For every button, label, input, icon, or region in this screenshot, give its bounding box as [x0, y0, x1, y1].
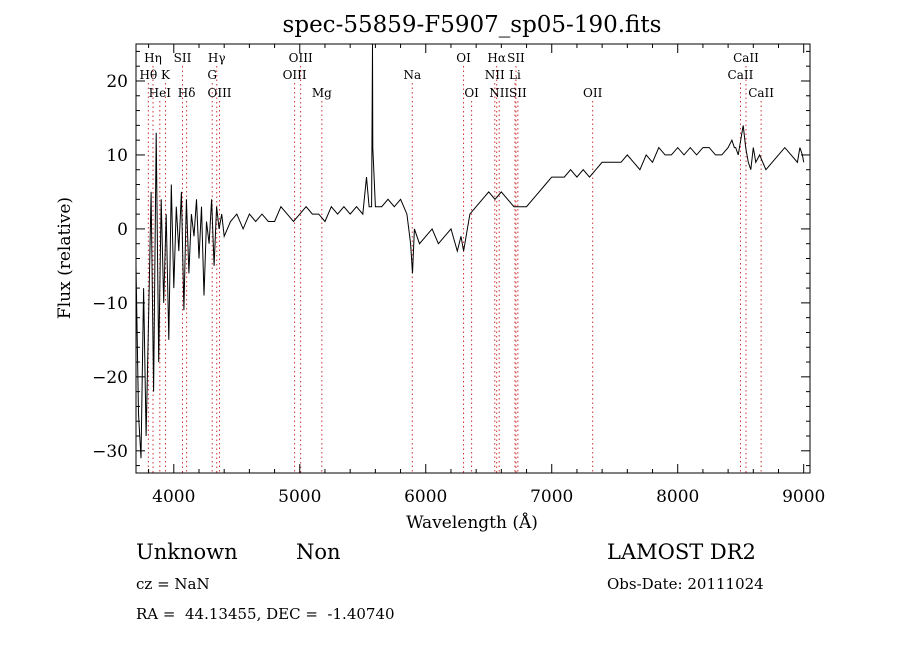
y-tick-labels: −30 −20 −10 0 10 20 [92, 72, 128, 462]
line-label-20: SII [509, 86, 527, 100]
line-label-6: Hγ [208, 51, 226, 65]
y-tick-label-1: −20 [92, 368, 128, 388]
line-label-13: OI [456, 51, 471, 65]
plot-frame [135, 43, 811, 474]
line-label-7: G [207, 68, 217, 82]
line-label-3: HeI [149, 86, 172, 100]
line-label-18: Li [509, 68, 521, 82]
line-label-16: SII [507, 51, 525, 65]
x-tick-labels: 4000 5000 6000 7000 8000 9000 [152, 487, 825, 507]
y-tick-label-2: −10 [92, 294, 128, 314]
line-label-4: SII [174, 51, 192, 65]
x-tick-label-0: 4000 [152, 487, 195, 507]
line-label-17: NII [485, 68, 505, 82]
x-tick-label-3: 7000 [530, 487, 573, 507]
line-label-22: CaII [733, 51, 759, 65]
ra-dec-coordinates: RA = 44.13455, DEC = -1.40740 [136, 605, 395, 623]
line-label-5: Hδ [178, 86, 196, 100]
emission-line-markers [147, 66, 762, 473]
spectral-class: Unknown [136, 540, 238, 564]
line-label-9: OIII [289, 51, 313, 65]
y-axis-title: Flux (relative) [55, 197, 75, 319]
survey-name: LAMOST DR2 [607, 540, 756, 564]
line-label-24: CaII [748, 86, 774, 100]
line-label-8: OIII [207, 86, 231, 100]
line-label-1: Hθ [139, 68, 157, 82]
x-tick-label-5: 9000 [782, 487, 825, 507]
line-label-15: Hα [487, 51, 506, 65]
y-tick-label-0: −30 [92, 442, 128, 462]
line-label-0: Hη [144, 51, 162, 65]
line-label-14: OI [464, 86, 479, 100]
observation-date: Obs-Date: 20111024 [607, 575, 764, 593]
line-label-10: OIII [283, 68, 307, 82]
y-tick-label-4: 10 [106, 146, 128, 166]
line-label-23: CaII [728, 68, 754, 82]
axis-ticks [136, 44, 810, 473]
y-tick-label-3: 0 [117, 220, 128, 240]
spectral-subclass: Non [296, 540, 341, 564]
line-label-19: NII [489, 86, 509, 100]
x-tick-label-4: 8000 [656, 487, 699, 507]
y-tick-label-5: 20 [106, 72, 128, 92]
line-label-11: Mg [312, 86, 332, 100]
x-axis-title: Wavelength (Å) [406, 512, 538, 533]
chart-title: spec-55859-F5907_sp05-190.fits [283, 12, 662, 38]
redshift-cz: cz = NaN [136, 575, 210, 593]
x-tick-label-2: 6000 [404, 487, 447, 507]
line-label-12: Na [403, 68, 421, 82]
x-tick-label-1: 5000 [278, 487, 321, 507]
spectrum-line [135, 43, 805, 459]
line-label-21: OII [583, 86, 603, 100]
line-label-2: K [161, 68, 171, 82]
